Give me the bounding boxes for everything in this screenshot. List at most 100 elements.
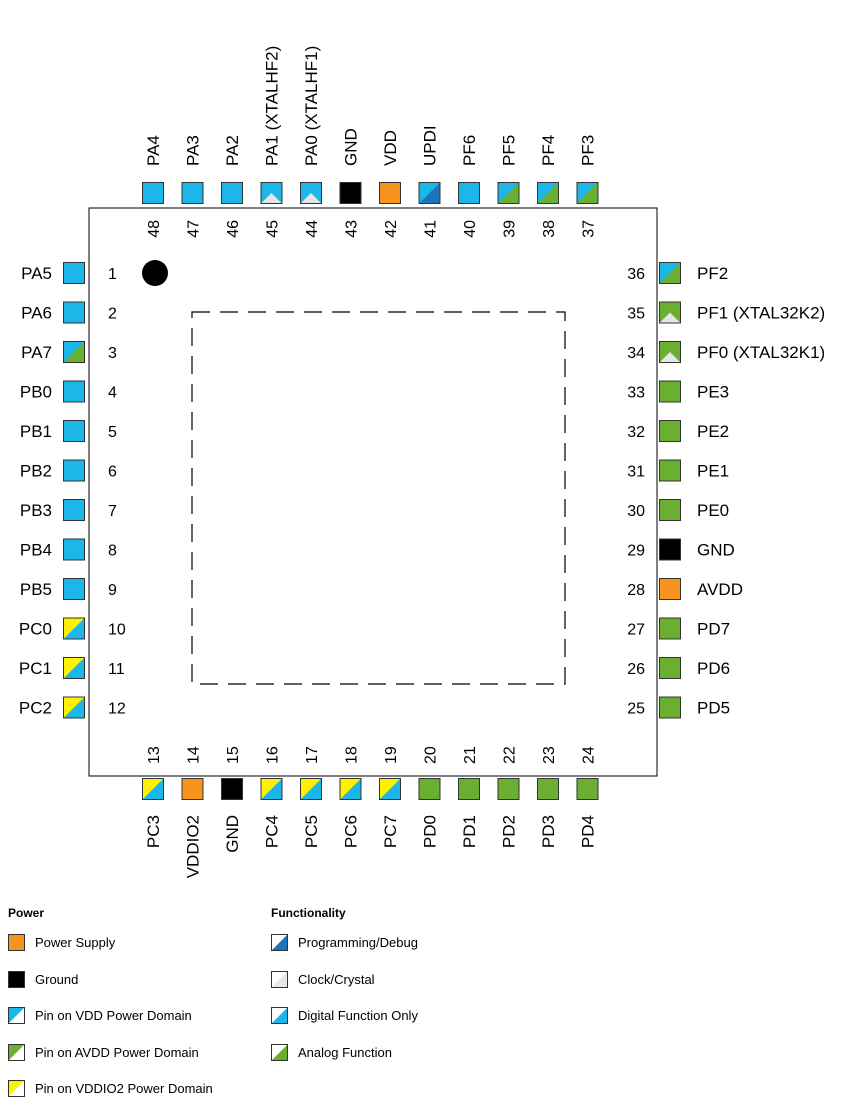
- pin-14-number: 14: [186, 746, 203, 764]
- pin-44-label: PA0 (XTALHF1): [302, 46, 321, 166]
- legend-item-pin-on-avdd-power-domain: Pin on AVDD Power Domain: [8, 1043, 213, 1061]
- pin-34-swatch: [659, 341, 681, 363]
- pin-44-number: 44: [304, 220, 321, 238]
- pin-11-swatch: [63, 657, 85, 679]
- pin-18-number: 18: [344, 746, 361, 764]
- pin-16-number: 16: [265, 746, 282, 764]
- pin-19-swatch: [379, 778, 401, 800]
- pin-40-swatch: [458, 182, 480, 204]
- pin-25-number: 25: [627, 701, 645, 718]
- pin-8-swatch: [63, 538, 85, 561]
- pin-45-number: 45: [265, 220, 282, 238]
- pin-32-swatch: [659, 420, 681, 442]
- pin-14-swatch: [181, 778, 204, 800]
- pin-14-label: VDDIO2: [184, 815, 203, 878]
- pin-15-swatch: [221, 778, 243, 800]
- legend-label: Clock/Crystal: [298, 971, 375, 987]
- pin-8-label: PB4: [20, 541, 52, 560]
- legend-swatch-shape-clock-crystal: [271, 970, 288, 988]
- legend-item-analog-function: Analog Function: [271, 1043, 418, 1061]
- pin-37-number: 37: [581, 220, 598, 238]
- pin-22-number: 22: [502, 746, 519, 764]
- chip-body: [88, 207, 658, 777]
- legend-swatch-shape-digital-function-only: [271, 1007, 288, 1024]
- pin-39-label: PF5: [500, 135, 519, 166]
- pin-40-number: 40: [462, 220, 479, 238]
- legend-item-clock-crystal: Clock/Crystal: [271, 970, 418, 988]
- pin-25-label: PD5: [697, 699, 730, 718]
- pin-24-number: 24: [581, 746, 598, 764]
- pin-5-label: PB1: [20, 422, 52, 441]
- pin-47-swatch: [181, 182, 204, 204]
- pin-26-number: 26: [627, 661, 645, 678]
- pin-4-label: PB0: [20, 383, 52, 402]
- legend-power-title: Power: [8, 906, 45, 920]
- pin-9-label: PB5: [20, 580, 52, 599]
- pin-36-label: PF2: [697, 264, 728, 283]
- legend-swatch-shape-programming-debug: [271, 934, 288, 951]
- legend-functionality-title: Functionality: [271, 906, 346, 920]
- pin-43-swatch: [339, 182, 362, 204]
- pin-39-swatch: [497, 182, 520, 204]
- pin-9-swatch: [63, 578, 85, 600]
- pin-38-number: 38: [541, 220, 558, 238]
- pin-23-swatch: [537, 778, 559, 800]
- pin-48-number: 48: [146, 220, 163, 238]
- pin-15-label: GND: [223, 815, 242, 853]
- pin-18-swatch: [339, 778, 362, 800]
- pin-30-swatch: [659, 499, 681, 521]
- pin1-marker: [142, 260, 168, 286]
- pin-19-label: PC7: [381, 815, 400, 848]
- legend-label: Analog Function: [298, 1044, 392, 1060]
- pin-1-swatch: [63, 262, 85, 284]
- legend-swatch-shape-power-supply: [8, 934, 25, 951]
- legend-label: Programming/Debug: [298, 935, 418, 950]
- pin-4-number: 4: [108, 385, 117, 402]
- legend-item-ground: Ground: [8, 970, 213, 988]
- pin-9-number: 9: [108, 582, 117, 599]
- pin-46-label: PA2: [223, 135, 242, 166]
- pin-17-label: PC5: [302, 815, 321, 848]
- legend-label: Pin on AVDD Power Domain: [35, 1044, 199, 1060]
- pin-11-number: 11: [108, 661, 125, 678]
- pin-43-label: GND: [342, 128, 361, 166]
- pin-2-label: PA6: [21, 304, 52, 323]
- pin-26-swatch: [659, 657, 681, 679]
- pin-43-number: 43: [344, 220, 361, 238]
- pin-36-number: 36: [627, 266, 645, 283]
- legend-swatch-shape-pin-on-vddio2-power-domain: [8, 1080, 25, 1097]
- pin-29-number: 29: [627, 543, 645, 560]
- pin-10-number: 10: [108, 622, 126, 639]
- pin-13-number: 13: [146, 746, 163, 764]
- pin-29-label: GND: [697, 541, 735, 560]
- pin-3-swatch: [63, 341, 85, 363]
- pin-7-number: 7: [108, 503, 117, 520]
- legend-swatch-pin-on-avdd-power-domain: [8, 1043, 25, 1061]
- legend-label: Pin on VDD Power Domain: [35, 1008, 192, 1023]
- pin-5-number: 5: [108, 424, 117, 441]
- legend-item-digital-function-only: Digital Function Only: [271, 1007, 418, 1024]
- pin-28-number: 28: [627, 582, 645, 599]
- pin-17-number: 17: [304, 746, 321, 764]
- pin-12-number: 12: [108, 701, 126, 718]
- pin-41-number: 41: [423, 220, 440, 238]
- pin-32-label: PE2: [697, 422, 729, 441]
- pin-21-swatch: [458, 778, 480, 800]
- pin-13-label: PC3: [144, 815, 163, 848]
- pin-44-swatch: [300, 182, 322, 204]
- pin-31-label: PE1: [697, 462, 729, 481]
- legend-power: Power Power Supply Ground Pin on VDD Power…: [8, 906, 213, 1117]
- legend-item-programming-debug: Programming/Debug: [271, 934, 418, 951]
- exposed-pad-outline: [191, 311, 566, 685]
- pin-28-swatch: [659, 578, 681, 600]
- pin-18-label: PC6: [342, 815, 361, 848]
- pins-layer: PA5 1 PA6 2 PA7 3 PB0 4 PB1 5 PB2 6 PB3 7 PB4 8 PB5 9 PC0 1…: [19, 46, 825, 879]
- pin-1-number: 1: [108, 266, 117, 283]
- pin-38-label: PF4: [539, 135, 558, 166]
- legend-swatch-power-supply: [8, 934, 25, 951]
- legend-label: Pin on VDDIO2 Power Domain: [35, 1081, 213, 1096]
- pin-37-swatch: [576, 182, 599, 204]
- pin-8-number: 8: [108, 543, 117, 560]
- pin-34-number: 34: [627, 345, 645, 362]
- legend-functionality: Functionality Programming/Debug Clock/Cry…: [271, 906, 418, 1080]
